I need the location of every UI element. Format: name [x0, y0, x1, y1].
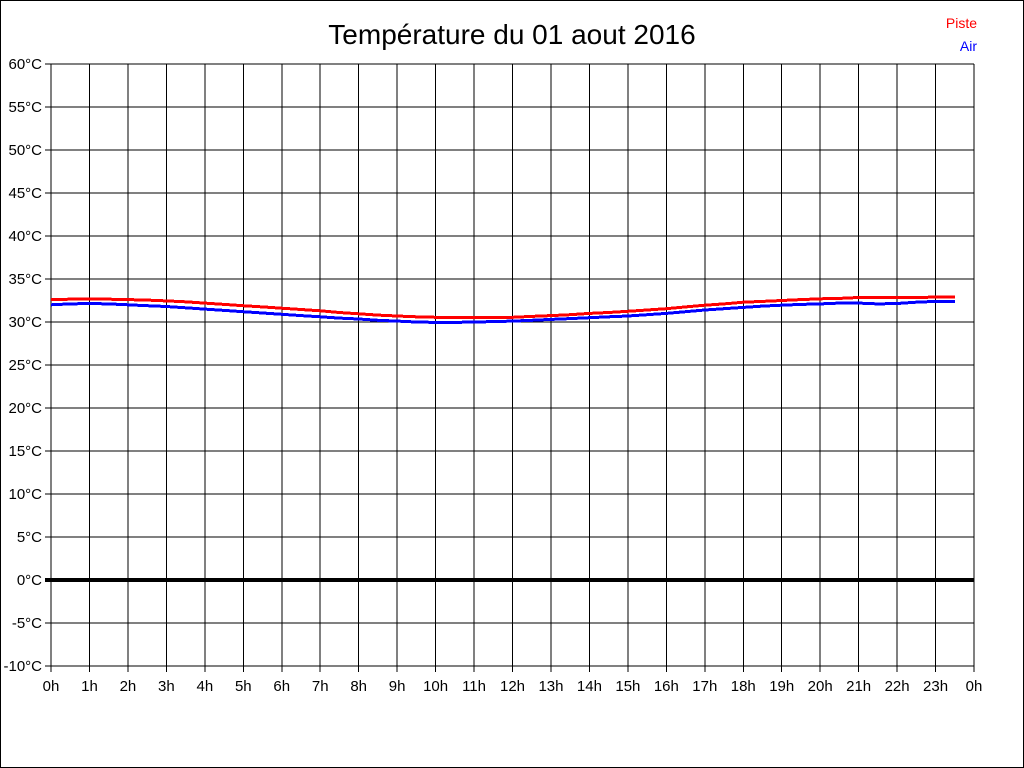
y-axis-label: 10°C	[8, 486, 42, 503]
y-axis-label: 0°C	[17, 572, 42, 589]
x-axis-label: 20h	[808, 678, 833, 695]
x-axis-label: 22h	[885, 678, 910, 695]
x-axis-label: 21h	[846, 678, 871, 695]
x-axis-label: 12h	[500, 678, 525, 695]
x-axis-label: 5h	[235, 678, 252, 695]
y-axis-label: 60°C	[8, 56, 42, 73]
x-axis-label: 23h	[923, 678, 948, 695]
x-axis-label: 8h	[350, 678, 367, 695]
x-axis-label: 4h	[196, 678, 213, 695]
y-axis-label: 35°C	[8, 271, 42, 288]
legend-item-piste: Piste	[945, 15, 977, 31]
legend-item-air: Air	[959, 38, 977, 54]
y-axis-label: 50°C	[8, 142, 42, 159]
legend: Piste Air	[946, 12, 977, 58]
x-axis-label: 2h	[120, 678, 137, 695]
x-axis-label: 14h	[577, 678, 602, 695]
x-axis-label: 3h	[158, 678, 175, 695]
x-axis-label: 17h	[692, 678, 717, 695]
x-axis-label: 10h	[423, 678, 448, 695]
x-axis-label: 16h	[654, 678, 679, 695]
x-axis-label: 15h	[615, 678, 640, 695]
y-axis-label: -10°C	[3, 658, 42, 675]
x-axis-label: 19h	[769, 678, 794, 695]
y-axis-label: 25°C	[8, 357, 42, 374]
y-axis-label: 40°C	[8, 228, 42, 245]
x-axis-label: 0h	[966, 678, 983, 695]
y-axis-label: -5°C	[12, 615, 42, 632]
y-axis-label: 55°C	[8, 99, 42, 116]
y-axis-label: 15°C	[8, 443, 42, 460]
x-axis-label: 11h	[462, 678, 486, 695]
x-axis-label: 13h	[538, 678, 563, 695]
x-axis-label: 1h	[81, 678, 98, 695]
x-axis-label: 7h	[312, 678, 329, 695]
air-temperature-line	[50, 299, 955, 324]
piste-temperature-line	[50, 295, 955, 320]
y-axis-label: 5°C	[17, 529, 42, 546]
y-axis-label: 30°C	[8, 314, 42, 331]
x-axis-label: 6h	[273, 678, 290, 695]
y-axis-label: 45°C	[8, 185, 42, 202]
x-axis-label: 18h	[731, 678, 756, 695]
y-axis-label: 20°C	[8, 400, 42, 417]
x-axis-label: 9h	[389, 678, 406, 695]
x-axis-label: 0h	[43, 678, 60, 695]
chart-title: Température du 01 aout 2016	[328, 19, 696, 50]
